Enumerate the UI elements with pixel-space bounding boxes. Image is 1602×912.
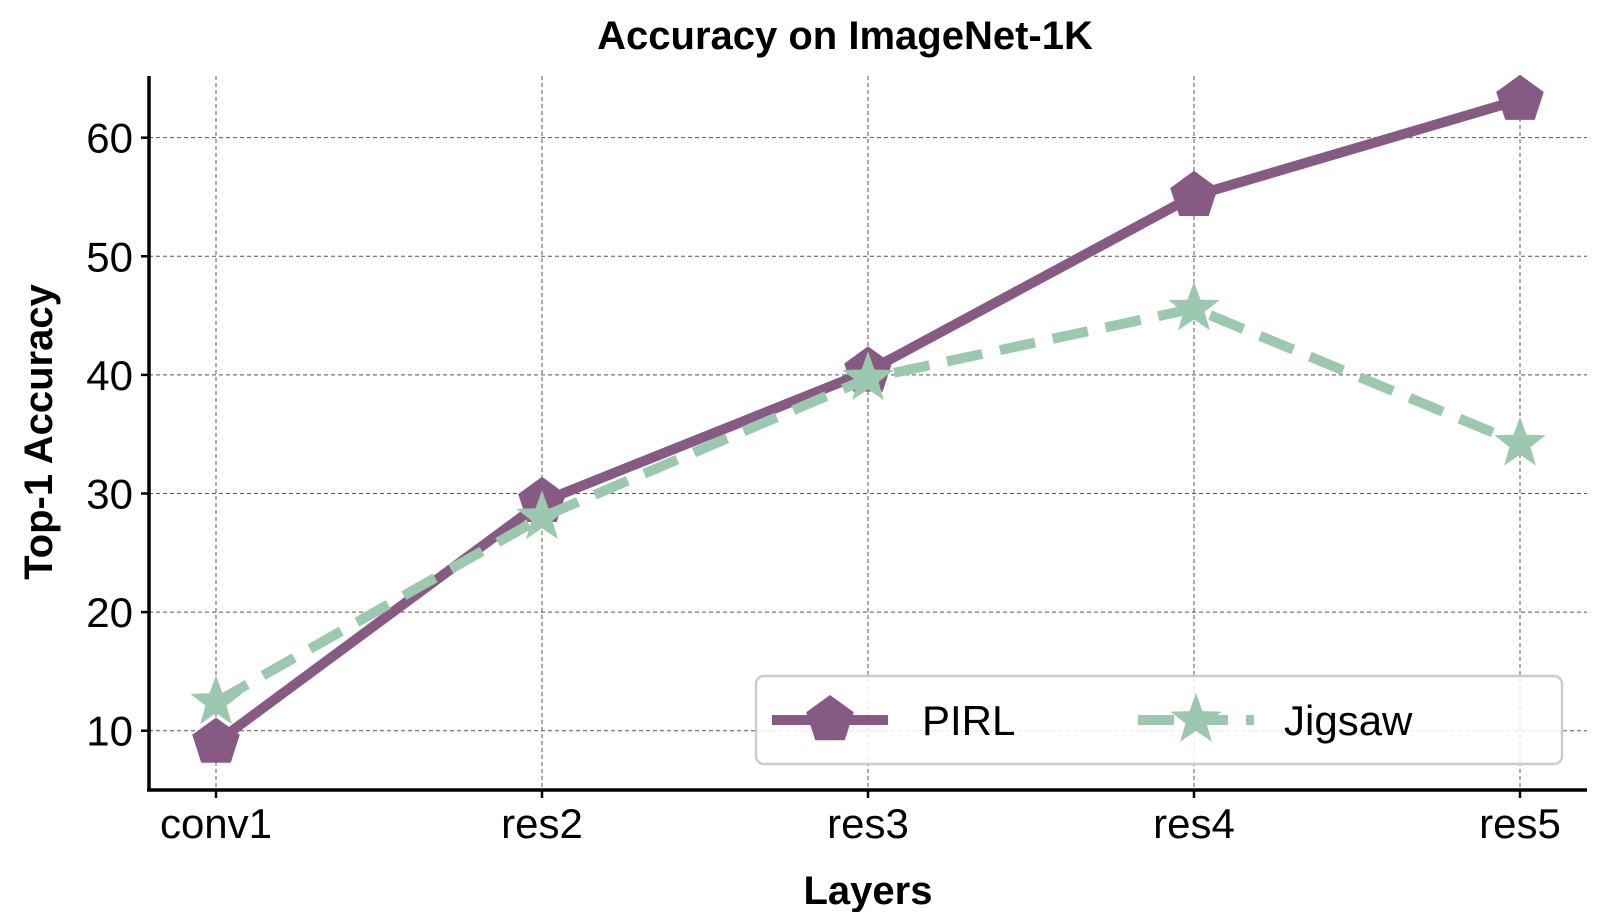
pirl-marker	[192, 717, 240, 763]
jigsaw-marker	[1494, 416, 1546, 466]
y-tick-label: 30	[86, 470, 133, 517]
x-axis-title: Layers	[804, 869, 933, 912]
y-axis-title: Top-1 Accuracy	[17, 283, 61, 579]
legend-item-pirl: PIRL	[772, 695, 1015, 744]
x-tick-label: conv1	[160, 800, 272, 847]
x-tick-label: res5	[1479, 800, 1561, 847]
jigsaw-marker	[516, 490, 568, 540]
chart-title: Accuracy on ImageNet-1K	[597, 14, 1093, 58]
x-tick-label: res3	[827, 800, 909, 847]
jigsaw-marker	[1168, 281, 1220, 331]
jigsaw-marker	[842, 351, 894, 401]
y-tick-label: 40	[86, 352, 133, 399]
pirl-marker	[1170, 170, 1218, 216]
legend-item-jigsaw: Jigsaw	[1138, 693, 1413, 744]
legend-label: PIRL	[922, 697, 1015, 744]
y-tick-label: 20	[86, 589, 133, 636]
x-tick-label: res4	[1153, 800, 1235, 847]
jigsaw-marker	[190, 675, 242, 725]
y-tick-label: 50	[86, 233, 133, 280]
legend-swatch-marker	[806, 695, 854, 741]
series-jigsaw	[190, 281, 1546, 725]
tick-labels: 10 20 30 40 50 60 conv1 res2 res3 res4 res5	[86, 115, 1561, 847]
y-tick-label: 10	[86, 708, 133, 755]
legend: PIRL Jigsaw	[754, 674, 1564, 766]
x-tick-label: res2	[501, 800, 583, 847]
series-layer	[190, 74, 1546, 763]
y-tick-label: 60	[86, 115, 133, 162]
legend-swatch-marker	[1170, 693, 1222, 742]
legend-label: Jigsaw	[1284, 697, 1413, 744]
pirl-marker	[1496, 74, 1544, 120]
